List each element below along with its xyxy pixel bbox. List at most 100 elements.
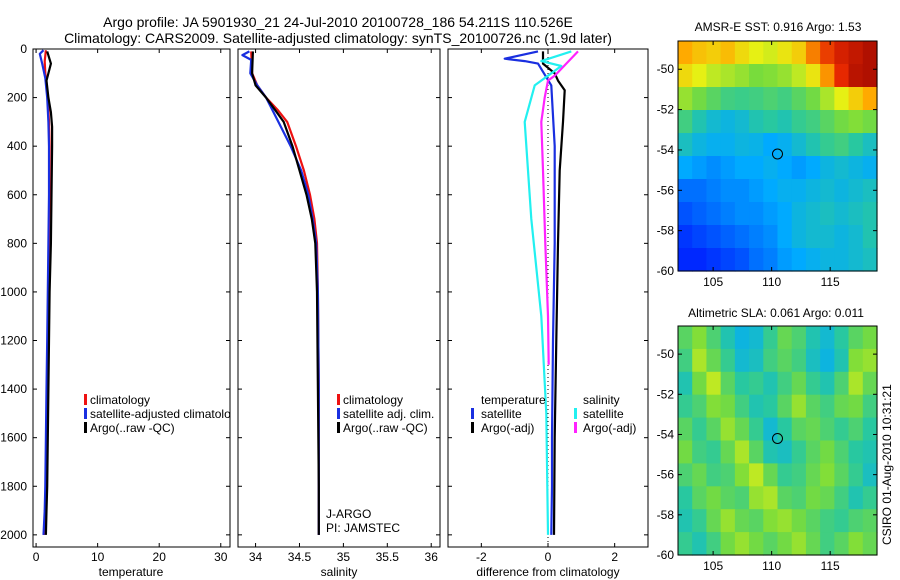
- heatmap-cell: [848, 202, 864, 226]
- heatmap-cell: [763, 133, 779, 157]
- heatmap-cell: [692, 202, 708, 226]
- heatmap-cell: [763, 394, 779, 419]
- heatmap-cell: [777, 486, 793, 510]
- sla-heatmap-cells: [678, 326, 878, 556]
- x-tick-label: 34: [249, 550, 263, 564]
- heatmap-cell: [749, 532, 764, 556]
- heatmap-cell: [820, 463, 835, 487]
- heatmap-cell: [834, 463, 850, 487]
- heatmap-cell: [820, 532, 835, 556]
- heatmap-cell: [678, 133, 693, 157]
- heatmap-cell: [734, 394, 750, 419]
- difference-legend: temperature satellite Argo(-adj) salinit…: [471, 393, 636, 435]
- series-line-temperature-satellite: [503, 50, 556, 535]
- heatmap-cell: [820, 440, 835, 464]
- heatmap-cell: [862, 133, 878, 157]
- heatmap-cell: [706, 348, 722, 373]
- x-tick-label: 105: [703, 559, 723, 573]
- heatmap-cell: [720, 179, 736, 203]
- side-timestamp: CSIRO 01-Aug-2010 10:31:21: [880, 384, 894, 545]
- heatmap-cell: [777, 156, 793, 180]
- series-line-satellite-adjusted-climatology: [38, 49, 51, 535]
- heatmap-cell: [706, 463, 722, 487]
- heatmap-cell: [777, 440, 793, 464]
- y-tick-label: 600: [7, 188, 27, 202]
- argo-float-marker: [772, 148, 783, 160]
- temperature-x-label: temperature: [99, 565, 164, 579]
- heatmap-cell: [692, 225, 708, 249]
- heatmap-cell: [706, 202, 722, 226]
- heatmap-cell: [706, 87, 722, 111]
- heatmap-cell: [763, 225, 779, 249]
- heatmap-cell: [791, 417, 807, 442]
- heatmap-cell: [692, 248, 708, 272]
- y-tick-label: -50: [657, 62, 675, 76]
- series-line-temperature-argo-adj-: [541, 51, 566, 535]
- heatmap-cell: [834, 394, 850, 419]
- heatmap-cell: [749, 348, 764, 373]
- heatmap-cell: [692, 486, 708, 510]
- heatmap-cell: [834, 486, 850, 510]
- heatmap-cell: [720, 348, 736, 373]
- heatmap-cell: [678, 394, 693, 419]
- heatmap-cell: [734, 225, 750, 249]
- heatmap-cell: [749, 326, 764, 350]
- heatmap-cell: [777, 87, 793, 111]
- heatmap-cell: [805, 156, 821, 180]
- figure-title-line2: Climatology: CARS2009. Satellite-adjuste…: [64, 30, 612, 46]
- heatmap-cell: [834, 417, 850, 442]
- heatmap-cell: [734, 248, 750, 272]
- heatmap-cell: [734, 463, 750, 487]
- y-tick-label: 1000: [0, 285, 27, 299]
- salinity-plot-frame: [237, 48, 441, 548]
- heatmap-cell: [763, 417, 779, 442]
- heatmap-cell: [848, 110, 864, 134]
- heatmap-cell: [848, 417, 864, 442]
- legend-swatch-satellite-adjusted: [84, 408, 87, 419]
- heatmap-cell: [720, 225, 736, 249]
- sla-map-frame: [677, 325, 878, 556]
- heatmap-cell: [692, 532, 708, 556]
- salinity-profile-panel: 34 34.5 35 35.5 36 salinity climatology sate…: [237, 48, 441, 579]
- y-tick-label: 1400: [0, 382, 27, 396]
- y-tick-label: 200: [7, 91, 27, 105]
- heatmap-cell: [692, 110, 708, 134]
- heatmap-cell: [862, 394, 878, 419]
- float-pi-annotation: PI: JAMSTEC: [326, 521, 400, 535]
- heatmap-cell: [777, 348, 793, 373]
- heatmap-cell: [777, 179, 793, 203]
- heatmap-cell: [791, 532, 807, 556]
- heatmap-cell: [678, 110, 693, 134]
- heatmap-cell: [763, 371, 779, 396]
- heatmap-cell: [805, 64, 821, 88]
- heatmap-cell: [820, 110, 835, 134]
- x-tick-label: 36: [425, 550, 439, 564]
- heatmap-cell: [791, 225, 807, 249]
- y-tick-label: -56: [657, 468, 675, 482]
- heatmap-cell: [862, 326, 878, 350]
- heatmap-cell: [805, 41, 821, 65]
- heatmap-cell: [820, 133, 835, 157]
- heatmap-cell: [706, 179, 722, 203]
- heatmap-cell: [749, 110, 764, 134]
- heatmap-cell: [692, 179, 708, 203]
- legend-swatch-sal-satellite: [574, 408, 577, 419]
- heatmap-cell: [763, 532, 779, 556]
- heatmap-cell: [791, 463, 807, 487]
- heatmap-cell: [706, 417, 722, 442]
- heatmap-cell: [791, 440, 807, 464]
- heatmap-cell: [820, 394, 835, 419]
- heatmap-cell: [862, 509, 878, 533]
- heatmap-cell: [706, 248, 722, 272]
- heatmap-cell: [706, 440, 722, 464]
- heatmap-cell: [777, 202, 793, 226]
- heatmap-cell: [848, 486, 864, 510]
- heatmap-cell: [805, 225, 821, 249]
- legend-label-satellite-adj: satellite adj. clim.: [343, 407, 434, 421]
- temperature-series: [38, 49, 54, 535]
- heatmap-cell: [791, 41, 807, 65]
- heatmap-cell: [720, 156, 736, 180]
- heatmap-cell: [763, 348, 779, 373]
- heatmap-cell: [749, 417, 764, 442]
- legend-swatch-climatology: [84, 394, 87, 405]
